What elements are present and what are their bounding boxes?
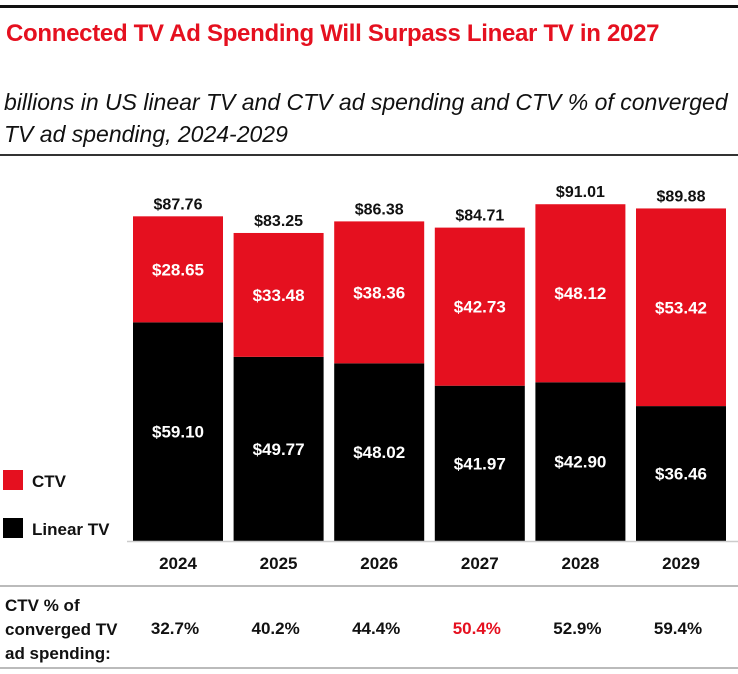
total-label: $87.76 <box>154 196 203 213</box>
bar-ctv-2025 <box>233 232 324 357</box>
share-value: 52.9% <box>553 619 601 638</box>
x-tick-label: 2026 <box>360 554 398 573</box>
bar-ctv-2026 <box>334 221 425 364</box>
bar-linear-tv-2028 <box>535 382 626 541</box>
bar-linear-tv-2024 <box>133 322 223 541</box>
data-label: $36.46 <box>655 465 707 484</box>
total-label: $84.71 <box>455 208 504 225</box>
data-label: $48.12 <box>554 284 606 303</box>
bar-linear-tv-2027 <box>434 385 525 541</box>
data-label: $38.36 <box>353 283 405 302</box>
total-label: $91.01 <box>556 184 605 201</box>
data-label: $49.77 <box>253 440 305 459</box>
total-label: $89.88 <box>657 188 706 205</box>
share-row-label: converged TV <box>5 620 118 639</box>
bar-ctv-2028 <box>535 204 626 383</box>
share-value: 40.2% <box>251 619 299 638</box>
data-label: $33.48 <box>253 286 305 305</box>
data-label: $41.97 <box>454 454 506 473</box>
header-divider <box>0 154 738 156</box>
bar-linear-tv-2026 <box>334 363 425 541</box>
data-label: $42.90 <box>554 453 606 472</box>
data-label: $53.42 <box>655 298 707 317</box>
data-label: $59.10 <box>152 423 204 442</box>
bar-ctv-2024 <box>133 216 223 323</box>
share-value: 50.4% <box>453 619 501 638</box>
chart-subtitle: billions in US linear TV and CTV ad spen… <box>4 89 728 147</box>
data-label: $42.73 <box>454 298 506 317</box>
bar-linear-tv-2025 <box>233 356 324 541</box>
x-tick-label: 2027 <box>461 554 499 573</box>
data-label: $28.65 <box>152 260 204 279</box>
top-border <box>0 5 738 8</box>
bar-ctv-2029 <box>636 208 726 407</box>
share-row-label: CTV % of <box>5 596 80 615</box>
x-tick-label: 2024 <box>159 554 197 573</box>
total-label: $83.25 <box>254 213 303 230</box>
bar-linear-tv-2029 <box>636 406 726 541</box>
x-tick-label: 2029 <box>662 554 700 573</box>
legend-swatch-linear-tv <box>3 518 23 538</box>
bar-ctv-2027 <box>434 227 525 386</box>
chart-title: Connected TV Ad Spending Will Surpass Li… <box>6 20 660 47</box>
legend-swatch-ctv <box>3 470 23 490</box>
x-tick-label: 2028 <box>561 554 599 573</box>
share-value: 32.7% <box>151 619 199 638</box>
total-label: $86.38 <box>355 201 404 218</box>
data-label: $48.02 <box>353 443 405 462</box>
share-row-label: ad spending: <box>5 644 111 663</box>
legend-label: CTV <box>32 472 67 491</box>
x-tick-label: 2025 <box>260 554 298 573</box>
legend-label: Linear TV <box>32 520 110 539</box>
share-value: 59.4% <box>654 619 702 638</box>
share-value: 44.4% <box>352 619 400 638</box>
